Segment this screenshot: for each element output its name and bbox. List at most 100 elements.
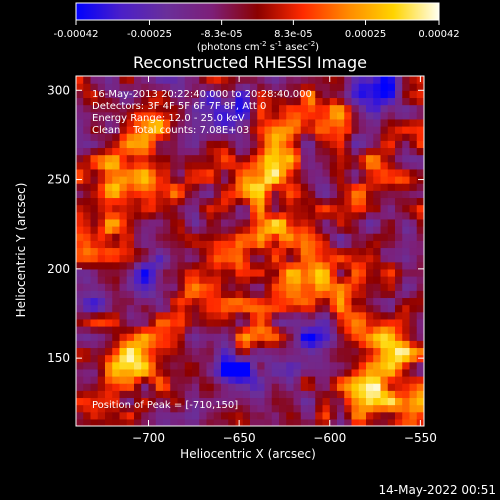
heatmap-cell — [141, 290, 150, 299]
heatmap-cell — [228, 197, 237, 206]
heatmap-cell — [257, 97, 266, 106]
heatmap-cell — [184, 197, 193, 206]
heatmap-cell — [366, 368, 374, 377]
heatmap-cell — [105, 311, 113, 320]
heatmap-cell — [242, 176, 251, 184]
heatmap-cell — [293, 276, 302, 284]
heatmap-cell — [177, 276, 186, 284]
heatmap-cell — [293, 226, 302, 234]
heatmap-cell — [358, 147, 367, 156]
heatmap-cell — [221, 147, 229, 156]
heatmap-cell — [344, 404, 353, 413]
heatmap-cell — [329, 190, 338, 199]
heatmap-cell — [90, 176, 99, 184]
heatmap-cell — [163, 190, 171, 199]
heatmap-cell — [155, 297, 164, 306]
heatmap-cell — [155, 233, 164, 241]
heatmap-cell — [155, 183, 164, 191]
heatmap-cell — [300, 361, 309, 370]
heatmap-cell — [126, 418, 135, 426]
heatmap-cell — [250, 397, 258, 406]
heatmap-cell — [315, 147, 324, 156]
heatmap-cell — [90, 290, 99, 299]
heatmap-cell — [90, 183, 99, 191]
heatmap-cell — [105, 161, 113, 170]
heatmap-cell — [177, 118, 186, 127]
heatmap-cell — [221, 204, 229, 213]
heatmap-cell — [395, 76, 403, 84]
heatmap-cell — [358, 197, 367, 206]
heatmap-cell — [271, 276, 280, 284]
heatmap-cell — [76, 390, 84, 399]
heatmap-cell — [213, 168, 222, 177]
heatmap-cell — [402, 147, 411, 156]
heatmap-cell — [329, 368, 338, 377]
heatmap-cell — [395, 368, 403, 377]
heatmap-cell — [409, 90, 418, 99]
heatmap-cell — [257, 126, 266, 134]
heatmap-cell — [337, 354, 345, 363]
heatmap-cell — [105, 347, 113, 356]
heatmap-cell — [177, 154, 186, 163]
heatmap-cell — [213, 326, 222, 334]
heatmap-cell — [380, 90, 389, 99]
heatmap-cell — [105, 318, 113, 327]
heatmap-cell — [329, 383, 338, 391]
heatmap-cell — [242, 276, 251, 284]
heatmap-cell — [380, 190, 389, 199]
heatmap-cell — [395, 211, 403, 220]
heatmap-cell — [395, 418, 403, 426]
heatmap-cell — [257, 254, 266, 263]
heatmap-cell — [271, 76, 280, 84]
heatmap-cell — [344, 240, 353, 249]
heatmap-cell — [358, 418, 367, 426]
heatmap-cell — [358, 333, 367, 341]
heatmap-cell — [90, 104, 99, 113]
heatmap-cell — [141, 397, 150, 406]
heatmap-cell — [76, 161, 84, 170]
heatmap-cell — [358, 347, 367, 356]
heatmap-cell — [206, 418, 215, 426]
heatmap-cell — [126, 104, 135, 113]
heatmap-cell — [90, 368, 99, 377]
heatmap-cell — [170, 183, 179, 191]
heatmap-cell — [242, 376, 251, 384]
heatmap-cell — [228, 254, 237, 263]
heatmap-cell — [76, 333, 84, 341]
heatmap-cell — [279, 161, 287, 170]
heatmap-cell — [300, 197, 309, 206]
heatmap-cell — [192, 183, 200, 191]
heatmap-cell — [286, 226, 295, 234]
heatmap-cell — [395, 247, 403, 256]
heatmap-cell — [366, 411, 374, 420]
heatmap-cell — [358, 390, 367, 399]
heatmap-cell — [395, 276, 403, 284]
heatmap-cell — [199, 233, 208, 241]
heatmap-cell — [192, 154, 200, 163]
heatmap-cell — [119, 97, 128, 106]
heatmap-cell — [206, 126, 215, 134]
heatmap-cell — [416, 333, 424, 341]
heatmap-cell — [177, 254, 186, 263]
heatmap-cell — [380, 211, 389, 220]
heatmap-cell — [141, 297, 150, 306]
heatmap-cell — [264, 318, 273, 327]
heatmap-cell — [134, 90, 142, 99]
heatmap-cell — [337, 290, 345, 299]
heatmap-cell — [402, 261, 411, 270]
heatmap-cell — [242, 247, 251, 256]
heatmap-cell — [409, 76, 418, 84]
heatmap-cell — [141, 176, 150, 184]
heatmap-cell — [387, 340, 396, 349]
colorbar-label: (photons cm-2 s-1 asec-2) — [197, 40, 319, 53]
heatmap-cell — [76, 283, 84, 291]
heatmap-cell — [134, 240, 142, 249]
heatmap-cell — [337, 147, 345, 156]
heatmap-cell — [257, 411, 266, 420]
heatmap-cell — [83, 118, 92, 127]
heatmap-cell — [250, 354, 258, 363]
heatmap-cell — [163, 411, 171, 420]
heatmap-cell — [395, 226, 403, 234]
heatmap-cell — [177, 347, 186, 356]
heatmap-cell — [134, 304, 142, 313]
